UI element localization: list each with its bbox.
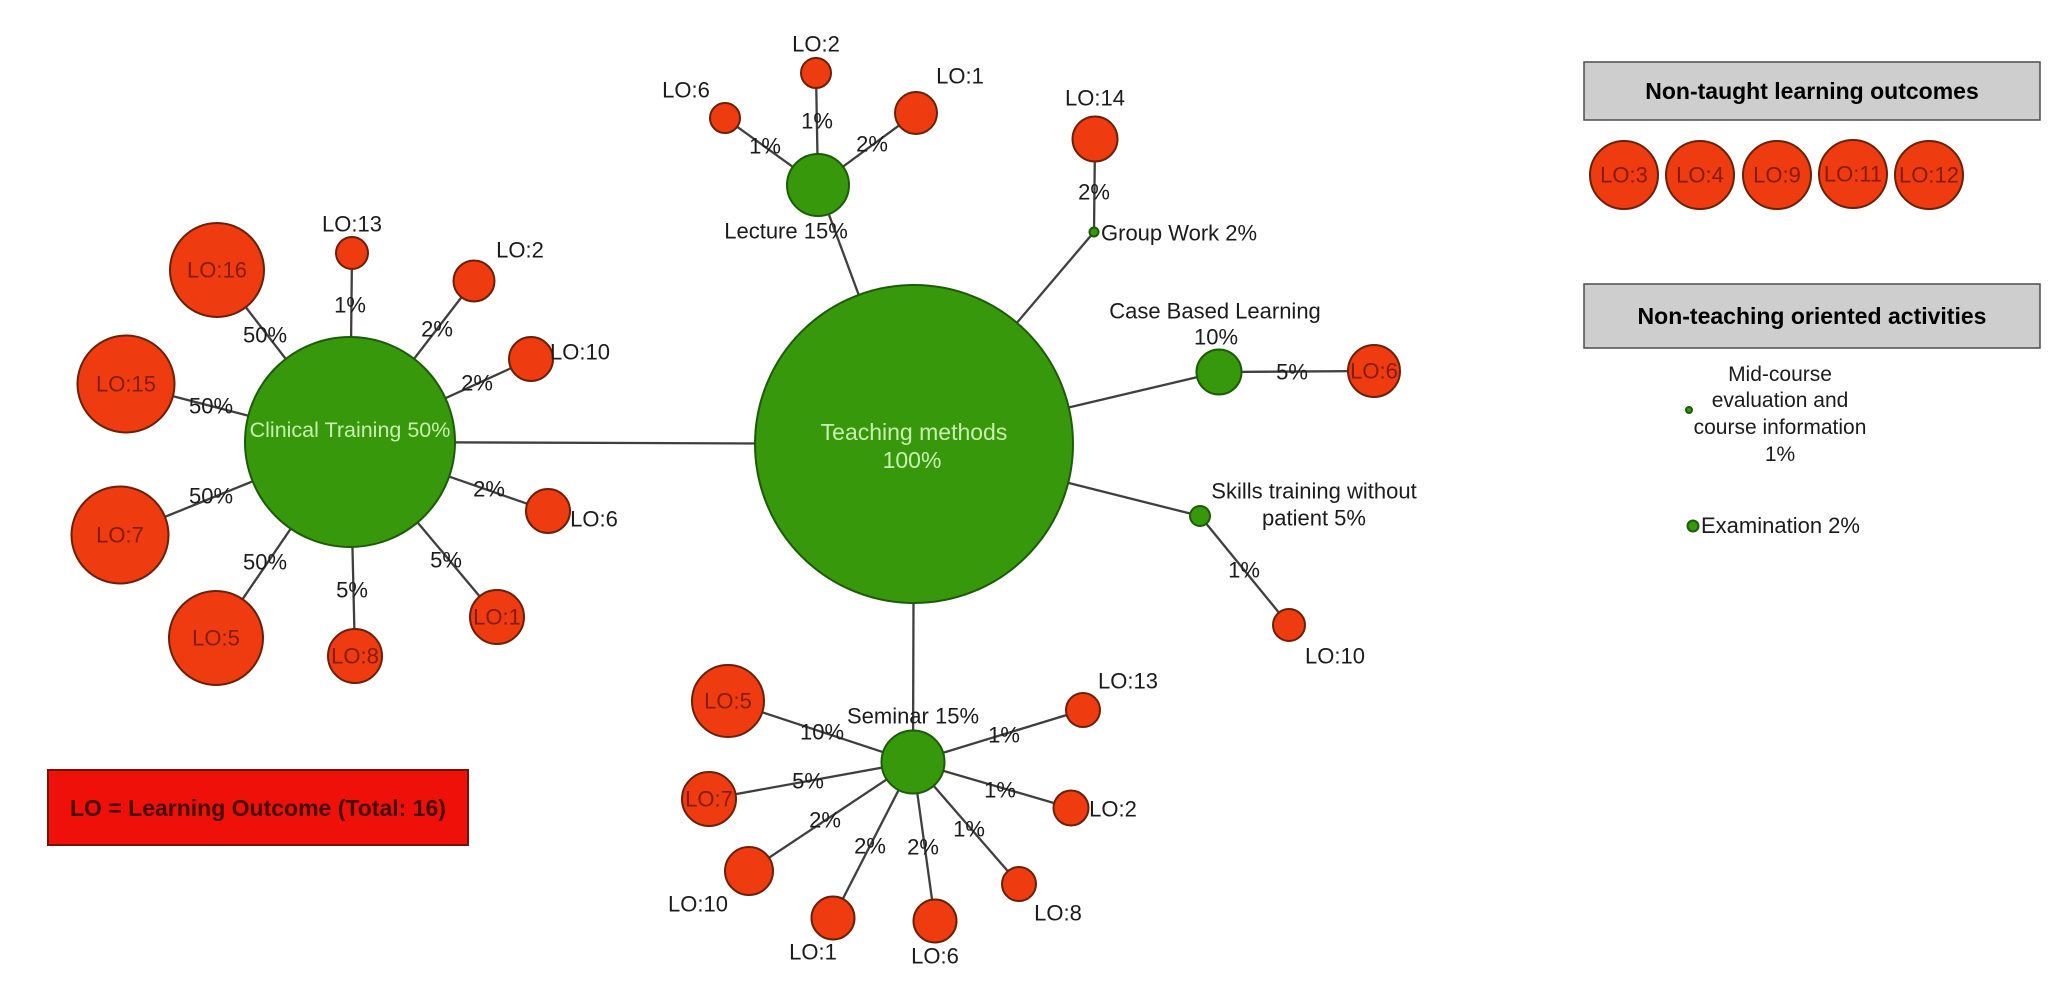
svg-text:5%: 5% <box>1276 360 1308 385</box>
svg-text:Non-taught learning outcomes: Non-taught learning outcomes <box>1645 78 1979 104</box>
svg-text:Examination 2%: Examination 2% <box>1701 513 1860 538</box>
svg-text:LO:2: LO:2 <box>496 238 544 263</box>
svg-text:course information: course information <box>1694 416 1867 439</box>
svg-text:Group Work 2%: Group Work 2% <box>1101 221 1257 246</box>
svg-text:LO:1: LO:1 <box>789 940 837 965</box>
svg-text:50%: 50% <box>189 484 233 509</box>
svg-text:1%: 1% <box>953 817 985 842</box>
svg-text:patient 5%: patient 5% <box>1262 506 1366 531</box>
svg-text:LO:5: LO:5 <box>192 626 240 651</box>
svg-text:1%: 1% <box>749 134 781 159</box>
svg-text:Clinical Training 50%: Clinical Training 50% <box>250 418 451 442</box>
svg-text:LO:10: LO:10 <box>1305 644 1365 669</box>
svg-text:2%: 2% <box>461 371 493 396</box>
svg-text:LO:10: LO:10 <box>550 340 610 365</box>
svg-text:5%: 5% <box>792 769 824 794</box>
svg-text:5%: 5% <box>430 548 462 573</box>
svg-text:2%: 2% <box>854 834 886 859</box>
svg-text:1%: 1% <box>984 778 1016 803</box>
svg-text:LO:8: LO:8 <box>1034 901 1082 926</box>
svg-text:LO:11: LO:11 <box>1824 162 1882 187</box>
svg-text:2%: 2% <box>856 132 888 157</box>
svg-text:LO:6: LO:6 <box>570 507 618 532</box>
svg-text:2%: 2% <box>473 477 505 502</box>
svg-text:LO:2: LO:2 <box>792 32 840 57</box>
svg-text:1%: 1% <box>1765 443 1795 466</box>
svg-text:LO:3: LO:3 <box>1600 163 1648 188</box>
svg-text:LO:6: LO:6 <box>911 944 959 969</box>
svg-text:LO:9: LO:9 <box>1753 163 1801 188</box>
svg-text:LO:5: LO:5 <box>704 689 752 714</box>
svg-text:2%: 2% <box>809 808 841 833</box>
svg-text:LO:6: LO:6 <box>1350 359 1398 384</box>
svg-text:LO:12: LO:12 <box>1899 163 1959 188</box>
svg-text:LO:8: LO:8 <box>331 644 379 669</box>
svg-text:50%: 50% <box>243 550 287 575</box>
svg-text:LO:16: LO:16 <box>187 258 247 283</box>
svg-text:50%: 50% <box>189 394 233 419</box>
svg-text:LO:7: LO:7 <box>685 787 733 812</box>
svg-text:Teaching methods: Teaching methods <box>821 419 1008 445</box>
svg-text:LO = Learning Outcome (Total:: LO = Learning Outcome (Total: 16) <box>70 795 446 821</box>
svg-text:LO:15: LO:15 <box>96 372 156 397</box>
svg-text:1%: 1% <box>1228 558 1260 583</box>
svg-text:50%: 50% <box>243 323 287 348</box>
svg-text:10%: 10% <box>1194 325 1238 350</box>
svg-text:LO:6: LO:6 <box>662 78 710 103</box>
svg-text:Seminar 15%: Seminar 15% <box>847 704 979 729</box>
svg-text:10%: 10% <box>800 720 844 745</box>
svg-text:5%: 5% <box>336 578 368 603</box>
svg-text:1%: 1% <box>801 109 833 134</box>
svg-text:LO:10: LO:10 <box>668 892 728 917</box>
svg-text:Non-teaching oriented activiti: Non-teaching oriented activities <box>1638 303 1987 329</box>
svg-text:Skills training without: Skills training without <box>1211 479 1416 504</box>
svg-text:LO:14: LO:14 <box>1065 86 1125 111</box>
svg-text:LO:2: LO:2 <box>1089 797 1137 822</box>
svg-text:LO:13: LO:13 <box>1098 669 1158 694</box>
svg-text:LO:4: LO:4 <box>1676 163 1724 188</box>
svg-text:evaluation and: evaluation and <box>1712 389 1849 412</box>
svg-text:2%: 2% <box>1078 180 1110 205</box>
svg-text:Case Based Learning: Case Based Learning <box>1109 299 1321 324</box>
svg-text:LO:13: LO:13 <box>322 212 382 237</box>
svg-text:LO:7: LO:7 <box>96 523 144 548</box>
svg-text:Mid-course: Mid-course <box>1728 363 1832 386</box>
svg-text:1%: 1% <box>988 723 1020 748</box>
svg-text:Lecture 15%: Lecture 15% <box>724 219 848 244</box>
svg-text:LO:1: LO:1 <box>473 605 521 630</box>
svg-text:100%: 100% <box>883 447 942 473</box>
svg-text:1%: 1% <box>334 293 366 318</box>
svg-text:2%: 2% <box>421 317 453 342</box>
svg-text:LO:1: LO:1 <box>936 64 984 89</box>
svg-text:2%: 2% <box>907 835 939 860</box>
